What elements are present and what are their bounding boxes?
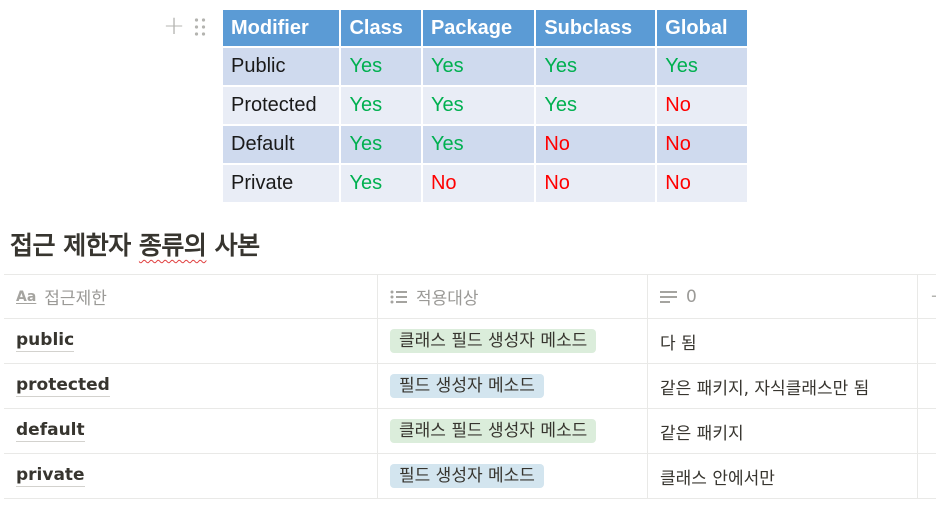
column-header-text[interactable]: 0 — [648, 275, 918, 318]
modifier-table-row: Default Yes Yes No No — [223, 126, 747, 163]
database-title[interactable]: 접근 제한자 종류의 사본 — [10, 226, 260, 262]
select-tag: 클래스 필드 생성자 메소드 — [390, 419, 597, 443]
access-value-cell: No — [657, 87, 747, 124]
block-handle: + — [163, 11, 213, 41]
column-header-target[interactable]: 적용대상 — [378, 275, 648, 318]
select-tag: 필드 생성자 메소드 — [390, 374, 544, 398]
add-block-plus-icon[interactable]: + — [163, 11, 185, 41]
database-row-default[interactable]: default 클래스 필드 생성자 메소드 같은 패키지 — [4, 409, 936, 454]
row-note-cell[interactable]: 다 됨 — [648, 319, 918, 363]
database-table: Aa 접근제한 적용대상 0 + public 클래스 필드 생성자 메소드 다 됨… — [4, 274, 936, 499]
drag-handle-icon[interactable] — [193, 17, 207, 37]
database-row-protected[interactable]: protected 필드 생성자 메소드 같은 패키지, 자식클래스만 됨 — [4, 364, 936, 409]
row-name-link[interactable]: public — [16, 330, 75, 352]
row-name-cell[interactable]: default — [4, 409, 378, 453]
modifier-name-cell: Public — [223, 48, 340, 85]
row-target-cell[interactable]: 클래스 필드 생성자 메소드 — [378, 319, 648, 363]
column-header-label: 0 — [686, 286, 697, 307]
row-target-cell[interactable]: 필드 생성자 메소드 — [378, 454, 648, 498]
access-value-cell: Yes — [341, 48, 421, 85]
database-header-row: Aa 접근제한 적용대상 0 + — [4, 274, 936, 319]
row-name-cell[interactable]: public — [4, 319, 378, 363]
row-empty-cell — [918, 454, 936, 498]
modifier-table: Modifier Class Package Subclass Global P… — [221, 8, 749, 204]
database-body: public 클래스 필드 생성자 메소드 다 됨 protected 필드 생성자 메… — [4, 319, 936, 499]
row-name-link[interactable]: default — [16, 420, 85, 442]
row-target-cell[interactable]: 클래스 필드 생성자 메소드 — [378, 409, 648, 453]
database-row-private[interactable]: private 필드 생성자 메소드 클래스 안에서만 — [4, 454, 936, 499]
access-value-cell: No — [536, 165, 656, 202]
title-property-icon: Aa — [16, 288, 37, 305]
header-subclass: Subclass — [536, 10, 656, 46]
access-value-cell: Yes — [341, 87, 421, 124]
select-tag: 필드 생성자 메소드 — [390, 464, 544, 488]
database-row-public[interactable]: public 클래스 필드 생성자 메소드 다 됨 — [4, 319, 936, 364]
modifier-table-row: Public Yes Yes Yes Yes — [223, 48, 747, 85]
select-tag: 클래스 필드 생성자 메소드 — [390, 329, 597, 353]
column-header-name[interactable]: Aa 접근제한 — [4, 275, 378, 318]
access-value-cell: No — [536, 126, 656, 163]
modifier-table-header-row: Modifier Class Package Subclass Global — [223, 10, 747, 46]
modifier-table-row: Private Yes No No No — [223, 165, 747, 202]
access-value-cell: Yes — [422, 48, 535, 85]
modifier-table-image[interactable]: Modifier Class Package Subclass Global P… — [221, 8, 749, 202]
column-header-label: 접근제한 — [44, 289, 107, 309]
row-note-cell[interactable]: 클래스 안에서만 — [648, 454, 918, 498]
title-misspelled-word: 종류의 — [138, 231, 207, 260]
title-part-1: 접근 제한자 — [10, 231, 139, 260]
access-value-cell: Yes — [422, 87, 535, 124]
access-value-cell: No — [657, 165, 747, 202]
row-empty-cell — [918, 319, 936, 363]
row-target-cell[interactable]: 필드 생성자 메소드 — [378, 364, 648, 408]
text-property-icon — [660, 290, 677, 303]
access-value-cell: Yes — [422, 126, 535, 163]
column-header-label: 적용대상 — [416, 289, 479, 309]
access-value-cell: No — [422, 165, 535, 202]
access-value-cell: Yes — [536, 87, 656, 124]
access-value-cell: Yes — [657, 48, 747, 85]
modifier-name-cell: Protected — [223, 87, 340, 124]
access-value-cell: No — [657, 126, 747, 163]
add-column-button[interactable]: + — [918, 275, 936, 318]
row-empty-cell — [918, 409, 936, 453]
title-part-3: 사본 — [206, 231, 261, 260]
row-empty-cell — [918, 364, 936, 408]
header-class: Class — [341, 10, 421, 46]
access-value-cell: Yes — [341, 126, 421, 163]
modifier-name-cell: Default — [223, 126, 340, 163]
access-value-cell: Yes — [341, 165, 421, 202]
row-name-cell[interactable]: private — [4, 454, 378, 498]
row-note-cell[interactable]: 같은 패키지, 자식클래스만 됨 — [648, 364, 918, 408]
row-note-cell[interactable]: 같은 패키지 — [648, 409, 918, 453]
header-package: Package — [422, 10, 535, 46]
row-name-cell[interactable]: protected — [4, 364, 378, 408]
header-global: Global — [657, 10, 747, 46]
row-name-link[interactable]: protected — [16, 375, 110, 397]
header-modifier: Modifier — [223, 10, 340, 46]
modifier-table-row: Protected Yes Yes Yes No — [223, 87, 747, 124]
multi-select-icon — [390, 290, 407, 303]
access-value-cell: Yes — [536, 48, 656, 85]
modifier-name-cell: Private — [223, 165, 340, 202]
plus-icon: + — [930, 286, 936, 307]
row-name-link[interactable]: private — [16, 465, 85, 487]
